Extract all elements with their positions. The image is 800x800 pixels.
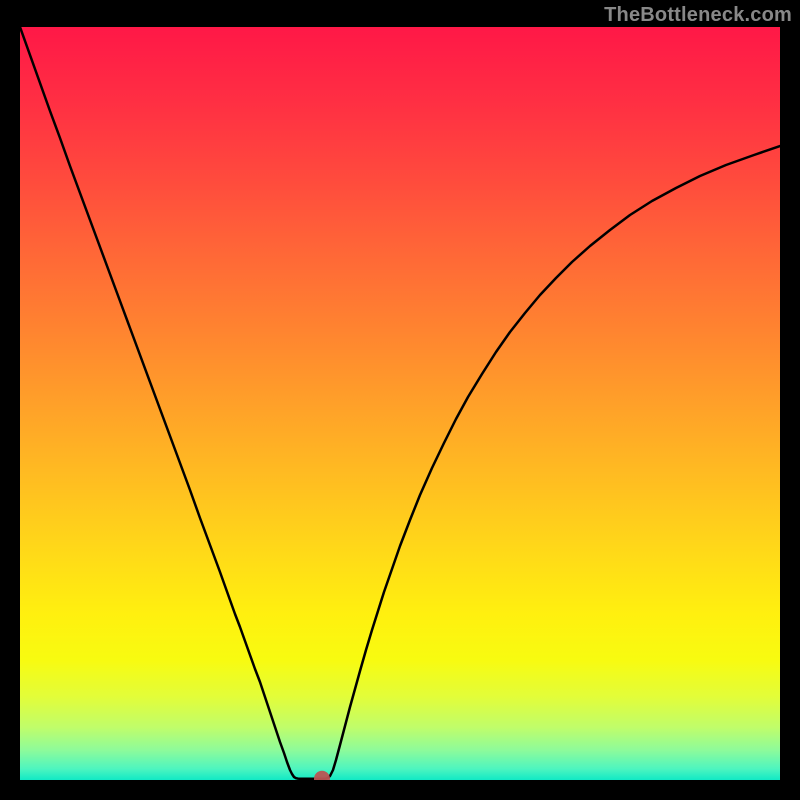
plot-area: [20, 27, 780, 780]
watermark-text: TheBottleneck.com: [604, 4, 792, 27]
chart-background: [20, 27, 780, 780]
chart-frame: TheBottleneck.com: [0, 0, 800, 800]
chart-svg: [20, 27, 780, 780]
